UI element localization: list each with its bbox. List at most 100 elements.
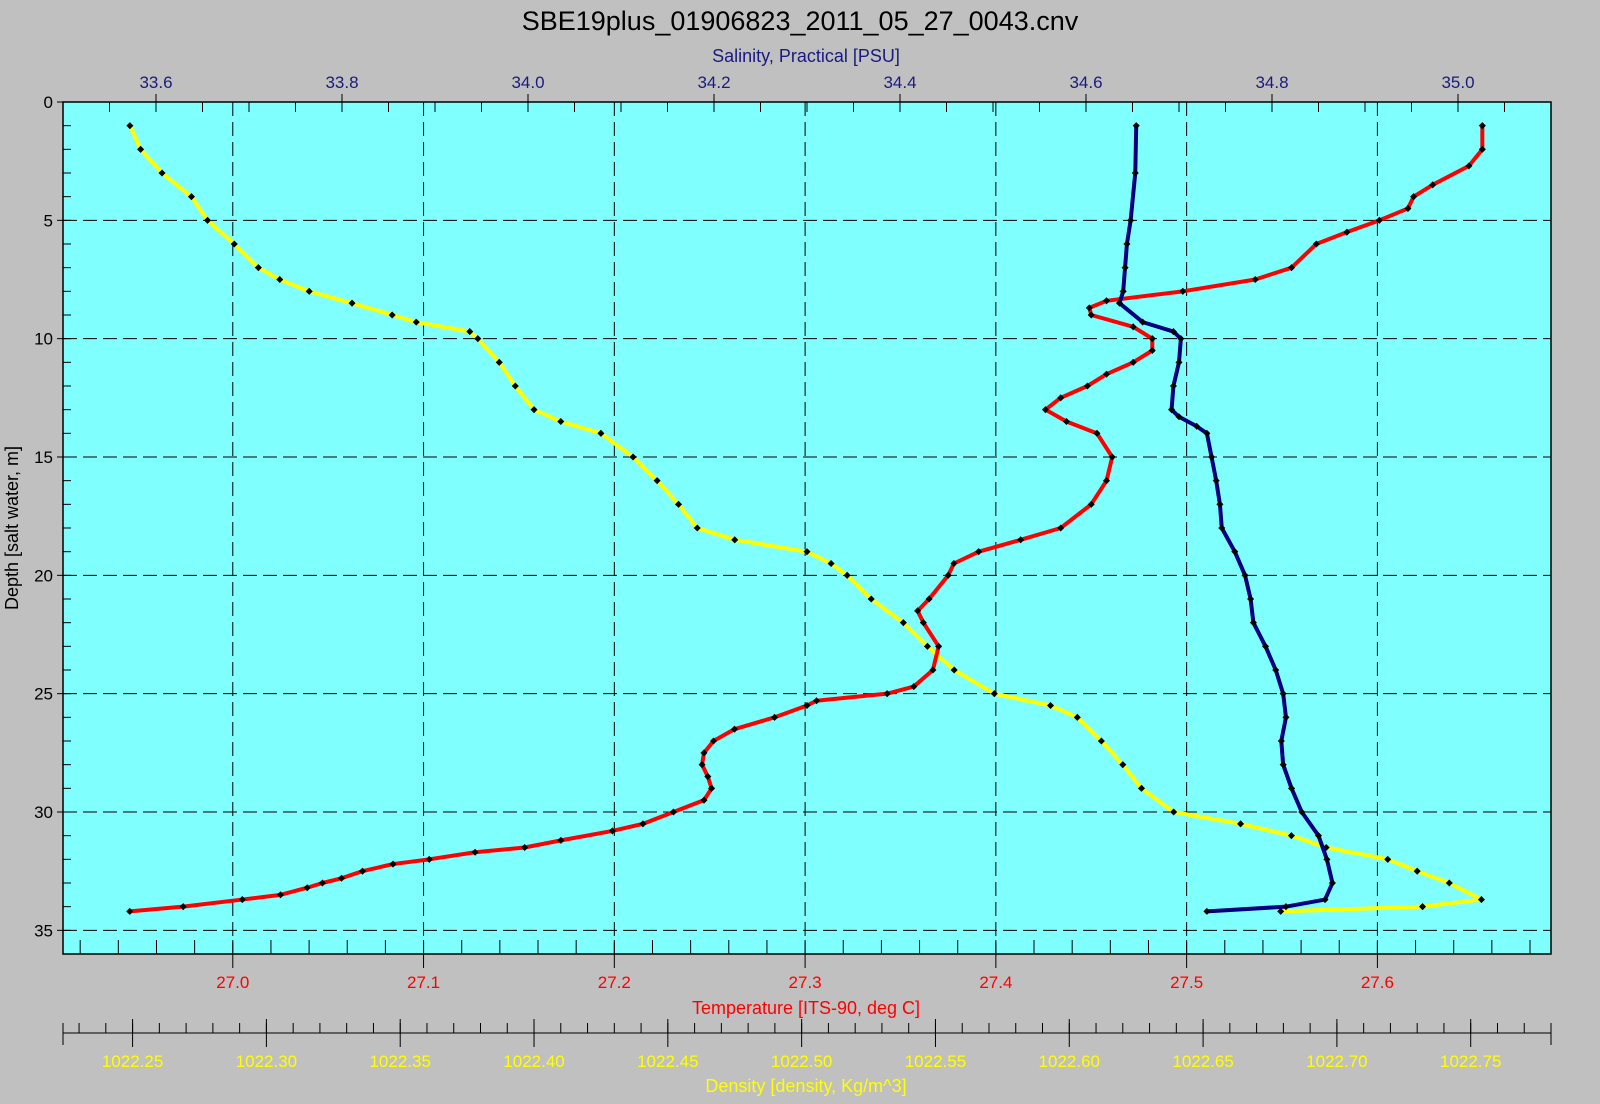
density-tick-label: 1022.60 — [1039, 1052, 1100, 1071]
density-data-point — [305, 287, 313, 295]
temperature-data-point — [1017, 536, 1025, 544]
density-data-point — [203, 216, 212, 224]
density-tick-label: 1022.30 — [236, 1052, 297, 1071]
density-data-point — [731, 536, 739, 544]
temperature-data-point — [669, 808, 677, 816]
temperature-data-point — [179, 903, 187, 911]
depth-tick-label: 25 — [34, 685, 53, 704]
temperature-data-point — [389, 860, 397, 868]
density-data-point — [474, 335, 482, 343]
salinity-tick-label: 35.0 — [1441, 73, 1474, 92]
density-tick-label: 1022.55 — [905, 1052, 966, 1071]
temperature-data-point — [521, 843, 529, 852]
density-tick-label: 1022.40 — [503, 1052, 564, 1071]
density-data-point — [557, 417, 565, 426]
depth-tick-label: 15 — [34, 448, 53, 467]
density-data-point — [843, 571, 851, 579]
density-data-point — [230, 240, 238, 248]
temperature-data-point — [925, 595, 933, 603]
temperature-data-point — [910, 683, 918, 691]
temperature-tick-label: 27.3 — [789, 973, 822, 992]
salinity-axis-label: Salinity, Practical [PSU] — [712, 46, 900, 66]
temperature-data-point — [944, 571, 952, 579]
density-data-point — [276, 275, 284, 284]
temperature-data-point — [919, 619, 927, 627]
depth-tick-label: 35 — [34, 921, 53, 940]
density-tick-label: 1022.25 — [102, 1052, 163, 1071]
temperature-tick-label: 27.0 — [216, 973, 249, 992]
temperature-data-point — [709, 737, 718, 745]
temperature-data-point — [700, 749, 708, 757]
density-tick-label: 1022.35 — [369, 1052, 430, 1071]
density-tick-label: 1022.50 — [771, 1052, 832, 1071]
depth-tick-label: 20 — [34, 566, 53, 585]
density-data-point — [899, 619, 907, 627]
grid-lines — [63, 102, 1551, 954]
temperature-data-point — [708, 784, 716, 792]
temperature-tick-label: 27.4 — [979, 973, 1012, 992]
density-data-point — [597, 429, 605, 437]
temperature-data-point — [914, 607, 922, 615]
depth-tick-label: 5 — [44, 211, 53, 230]
density-data-point — [530, 406, 538, 414]
temperature-tick-label: 27.2 — [598, 973, 631, 992]
density-tick-label: 1022.70 — [1306, 1052, 1367, 1071]
temperature-data-point — [126, 907, 134, 915]
density-data-point — [187, 193, 195, 201]
density-tick-label: 1022.75 — [1440, 1052, 1501, 1071]
temperature-data-point — [608, 827, 616, 835]
temperature-series-line — [129, 125, 1485, 914]
density-data-point — [158, 169, 166, 177]
density-data-point — [653, 477, 661, 485]
temperature-data-point — [698, 761, 706, 769]
density-data-point — [348, 299, 356, 307]
density-data-point — [990, 690, 998, 698]
axes: 0 5 10 15 20 25 30 35 33.6 33.8 34.0 34.2 34.4 34.6 34… — [34, 73, 1552, 1071]
depth-axis-label: Depth [salt water, m] — [2, 446, 22, 610]
chart-title: SBE19plus_01906823_2011_05_27_0043.cnv — [522, 6, 1079, 36]
density-data-point — [412, 318, 420, 326]
temperature-data-point — [929, 666, 937, 674]
salinity-tick-label: 34.2 — [697, 73, 730, 92]
density-data-point — [254, 264, 262, 272]
density-data-point — [803, 548, 811, 556]
temperature-axis-label: Temperature [ITS-90, deg C] — [692, 998, 920, 1018]
salinity-tick-label: 33.8 — [325, 73, 358, 92]
data-series — [126, 122, 1486, 915]
density-data-point — [693, 524, 701, 532]
temperature-data-point — [883, 690, 891, 698]
plot-area — [62, 101, 1552, 955]
density-tick-label: 1022.45 — [637, 1052, 698, 1071]
depth-tick-label: 0 — [44, 93, 53, 112]
temperature-data-point — [700, 796, 708, 804]
density-data-point — [629, 453, 637, 461]
depth-tick-label: 10 — [34, 330, 53, 349]
temperature-data-point — [730, 725, 739, 733]
density-data-point — [511, 382, 519, 390]
temperature-data-point — [303, 884, 311, 892]
temperature-data-point — [337, 874, 346, 882]
temperature-data-point — [557, 836, 565, 844]
density-data-point — [466, 328, 474, 336]
temperature-data-point — [276, 891, 285, 899]
temperature-tick-label: 27.5 — [1170, 973, 1203, 992]
salinity-tick-label: 34.4 — [883, 73, 916, 92]
density-data-point — [137, 145, 145, 153]
temperature-data-point — [950, 559, 958, 568]
temperature-data-point — [425, 855, 433, 863]
temperature-data-point — [238, 896, 246, 904]
temperature-data-point — [771, 713, 779, 721]
depth-tick-label: 30 — [34, 803, 53, 822]
density-tick-label: 1022.65 — [1172, 1052, 1233, 1071]
temperature-data-point — [704, 772, 712, 781]
temperature-tick-label: 27.1 — [407, 973, 440, 992]
temperature-data-point — [318, 879, 326, 887]
density-data-point — [388, 311, 396, 319]
temperature-data-point — [358, 867, 367, 875]
temperature-data-point — [975, 548, 983, 556]
temperature-data-point — [803, 701, 811, 710]
density-data-point — [923, 642, 931, 650]
temperature-data-point — [639, 820, 647, 828]
density-data-point — [867, 595, 875, 603]
